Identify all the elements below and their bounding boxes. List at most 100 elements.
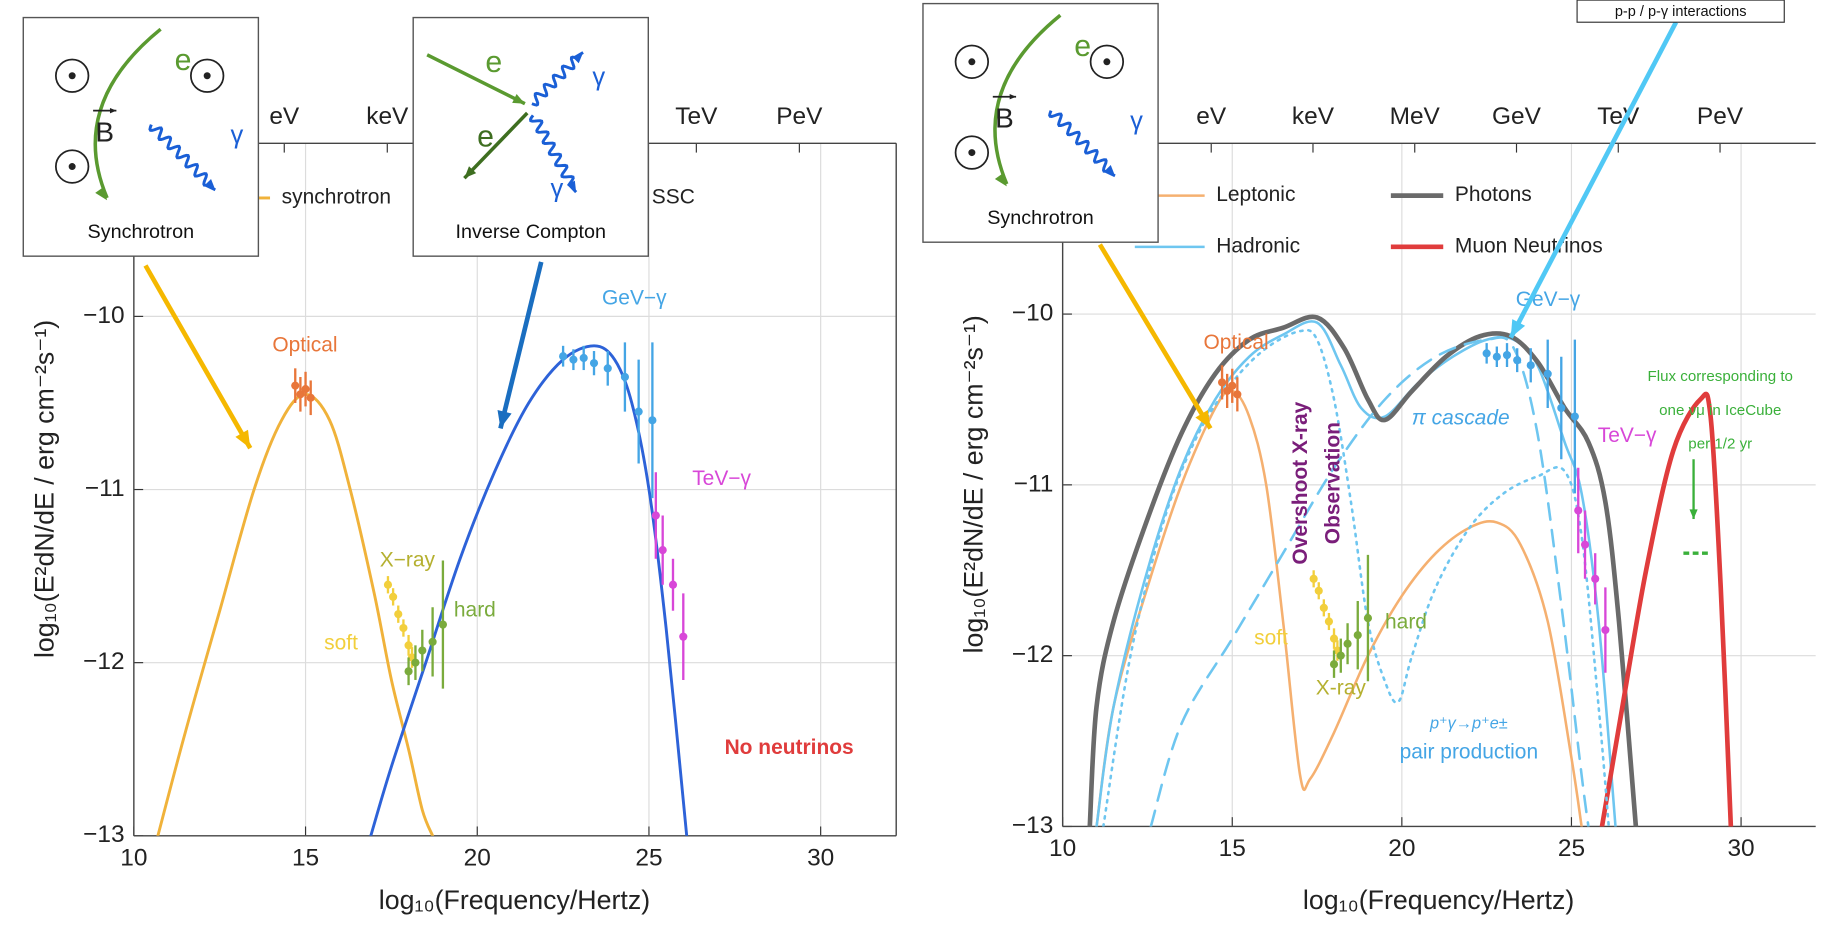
inset-label: e bbox=[175, 44, 192, 77]
arrow bbox=[498, 261, 544, 429]
electron-path bbox=[93, 27, 162, 199]
data-point bbox=[1228, 381, 1237, 390]
electron-path bbox=[993, 13, 1062, 185]
data-point bbox=[1526, 361, 1535, 370]
inset-title: Inverse Compton bbox=[455, 221, 606, 243]
arrow-head bbox=[566, 180, 577, 193]
data-point bbox=[1329, 660, 1339, 669]
inset-label: e bbox=[1074, 30, 1091, 63]
top-tick-label: GeV bbox=[1492, 103, 1542, 130]
inset-title: Synchrotron bbox=[88, 221, 195, 243]
field-dot bbox=[1103, 58, 1111, 66]
data-point bbox=[1482, 349, 1491, 358]
data-point bbox=[296, 390, 305, 399]
data-point bbox=[1324, 617, 1333, 626]
data-point bbox=[1363, 614, 1373, 623]
data-point bbox=[1353, 631, 1362, 640]
series-line bbox=[1149, 336, 1590, 827]
data-point bbox=[389, 592, 398, 601]
field-dot bbox=[203, 72, 211, 80]
arrow-head bbox=[204, 178, 216, 190]
series-line bbox=[156, 392, 435, 836]
top-tick-label: keV bbox=[366, 103, 409, 130]
arrow-head bbox=[1689, 509, 1698, 520]
x-tick-label: 10 bbox=[1049, 835, 1076, 862]
y-tick-label: −12 bbox=[83, 648, 124, 675]
top-tick-label: PeV bbox=[1697, 103, 1744, 130]
annotation: X-ray bbox=[1316, 677, 1367, 700]
inset-label: γ bbox=[551, 175, 564, 203]
y-tick-label: −10 bbox=[1012, 300, 1053, 327]
data-point bbox=[658, 546, 667, 555]
x-tick-label: 25 bbox=[1558, 835, 1585, 862]
inset: e e γ γ Inverse Compton bbox=[412, 16, 649, 257]
data-point bbox=[603, 364, 612, 373]
x-tick-label: 30 bbox=[807, 845, 834, 872]
arrow bbox=[1097, 243, 1213, 430]
annotation: soft bbox=[324, 631, 358, 654]
data-point bbox=[1543, 369, 1552, 378]
annotation: hard bbox=[454, 599, 496, 622]
data-point bbox=[411, 658, 420, 667]
inset-box bbox=[22, 16, 260, 257]
arrow bbox=[463, 111, 529, 180]
data-point bbox=[399, 623, 408, 633]
annotation: No neutrinos bbox=[725, 736, 854, 759]
series-line bbox=[1095, 389, 1583, 827]
data-point bbox=[634, 407, 643, 416]
annotation: X−ray bbox=[380, 549, 436, 572]
x-tick-label: 25 bbox=[635, 845, 662, 872]
data-point bbox=[404, 641, 413, 650]
arrow-head bbox=[95, 186, 108, 201]
data-point bbox=[1513, 356, 1522, 365]
legend-label: Leptonic bbox=[1216, 183, 1295, 206]
data-point bbox=[559, 352, 568, 361]
arrow-head bbox=[464, 166, 477, 179]
arrow bbox=[1508, 21, 1679, 339]
data-point bbox=[306, 393, 315, 402]
annotation: Optical bbox=[272, 333, 337, 356]
x-tick-label: 20 bbox=[464, 845, 491, 872]
data-point bbox=[1601, 625, 1610, 635]
y-tick-label: −13 bbox=[83, 821, 124, 848]
data-point bbox=[579, 353, 588, 363]
arrow-head bbox=[572, 52, 584, 64]
annotation: one νμ in IceCube bbox=[1659, 402, 1781, 419]
data-point bbox=[1217, 378, 1227, 387]
y-tick-label: −10 bbox=[83, 302, 124, 329]
arrow-head bbox=[235, 429, 251, 449]
y-tick-label: −11 bbox=[85, 475, 125, 502]
data-point bbox=[1343, 639, 1352, 648]
x-tick-label: 10 bbox=[120, 845, 147, 872]
inset-box bbox=[922, 2, 1159, 243]
arrow-head bbox=[1009, 93, 1017, 100]
inset-label: γ bbox=[1130, 107, 1143, 135]
legend-label: synchrotron bbox=[282, 185, 391, 208]
data-point bbox=[589, 359, 599, 368]
data-point bbox=[1309, 574, 1318, 583]
x-tick-label: 15 bbox=[292, 845, 319, 872]
annotation: Flux corresponding to bbox=[1648, 368, 1793, 385]
field-dot bbox=[968, 58, 976, 66]
data-point bbox=[1591, 574, 1600, 583]
annotation: hard bbox=[1385, 610, 1427, 633]
field-dot bbox=[68, 163, 76, 171]
inset-label: B bbox=[995, 102, 1014, 133]
inset-label: B bbox=[95, 116, 114, 147]
field-dot bbox=[968, 149, 976, 157]
x-tick-label: 15 bbox=[1219, 835, 1246, 862]
inset-label: e bbox=[485, 46, 502, 79]
data-point bbox=[1319, 603, 1328, 612]
data-point bbox=[394, 610, 403, 619]
data-point bbox=[1557, 403, 1566, 413]
arrow bbox=[143, 264, 253, 450]
photon bbox=[531, 51, 584, 107]
inset-label: γ bbox=[230, 121, 243, 149]
annotation: Optical bbox=[1203, 331, 1268, 354]
top-tick-label: keV bbox=[1292, 103, 1335, 130]
inset-label: γ bbox=[592, 63, 605, 91]
legend-label: Hadronic bbox=[1216, 234, 1300, 257]
